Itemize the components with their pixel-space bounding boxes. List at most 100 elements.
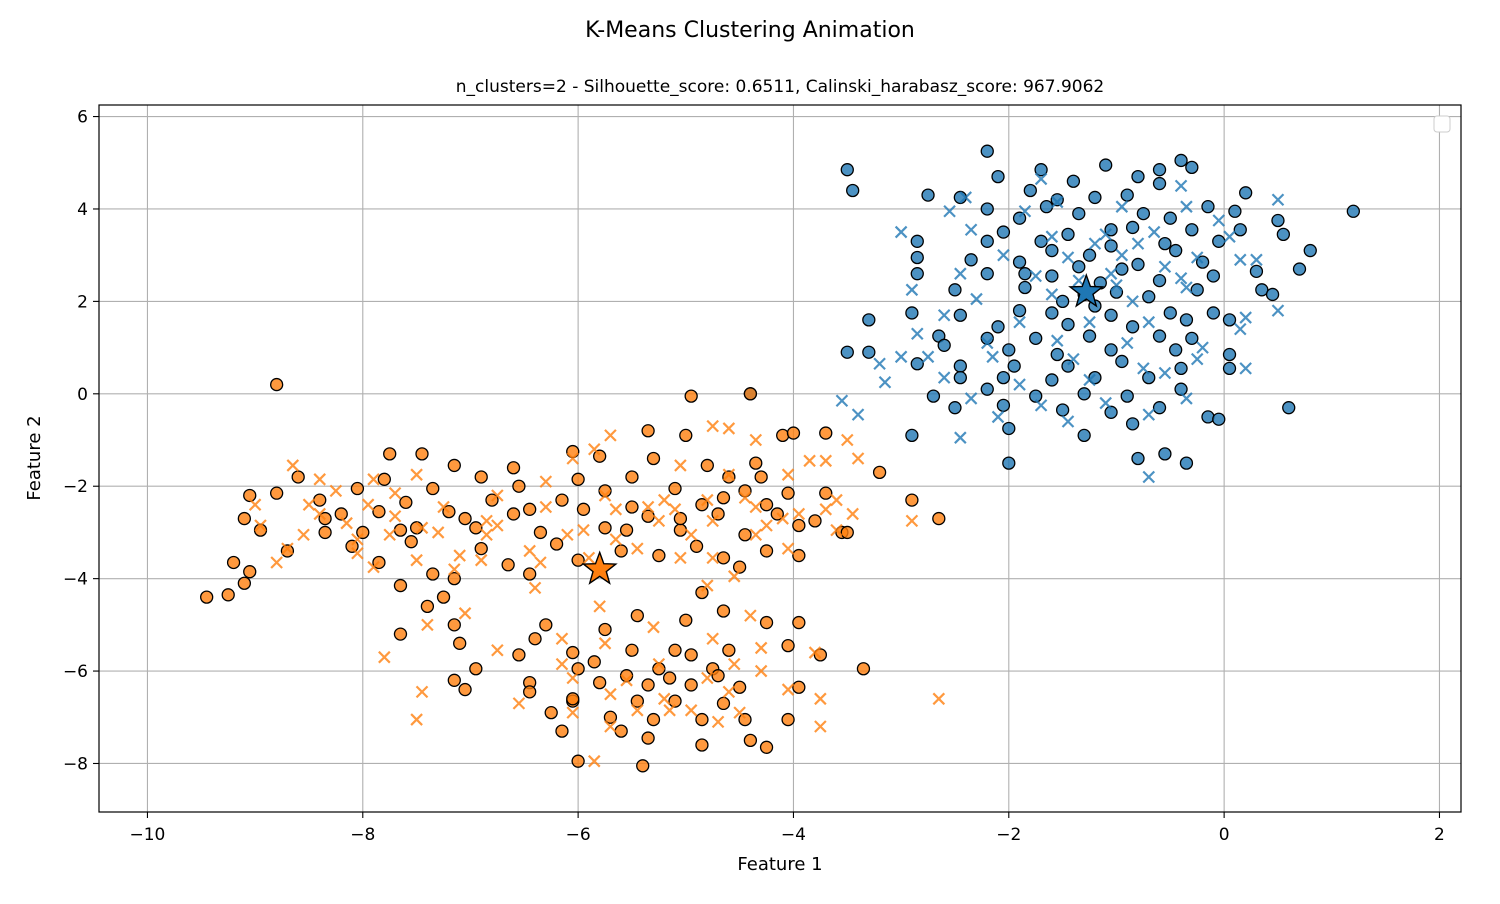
cluster-1-x-point [491,519,504,532]
cluster-1-point [641,424,655,438]
cluster-1-x-point [598,637,612,650]
cluster-1-point [732,560,747,574]
cluster-1-point [280,544,295,558]
cluster-1-point [576,502,591,516]
cluster-1-point [447,571,461,586]
chart-title: n_clusters=2 - Silhouette_score: 0.6511,… [456,77,1104,97]
cluster-0-x-point [1239,362,1252,375]
cluster-1-point [447,618,461,632]
cluster-0-point [980,144,994,158]
cluster-1-x-point [631,704,644,717]
cluster-0-x-point [878,375,892,389]
cluster-1-x-point [598,489,612,502]
cluster-0-point [953,308,967,322]
cluster-1-x-point [722,468,736,481]
cluster-1-x-point [248,498,262,511]
cluster-1-point [711,669,725,683]
cluster-1-point [469,521,483,535]
cluster-1-x-point [792,507,806,521]
cluster-1-point [673,511,688,526]
cluster-1-x-point [905,514,919,528]
cluster-1-x-point [480,514,493,528]
cluster-0-point [1190,283,1204,297]
cluster-1-x-point [663,704,676,717]
cluster-1-point [566,692,580,706]
cluster-0-point [1185,223,1199,237]
cluster-0-point [980,382,994,396]
cluster-1-x-point [657,692,671,706]
cluster-1-x-point [657,493,671,507]
y-tick-label: 4 [77,200,88,220]
cluster-0-point [964,253,978,267]
cluster-1-x-point [668,503,682,516]
cluster-0-point [1104,239,1118,253]
cluster-0-point [1099,158,1113,172]
cluster-0-point [991,169,1005,184]
cluster-0-point [910,250,924,265]
cluster-1-x-point [383,528,396,542]
cluster-0-point [1034,234,1048,248]
cluster-1-x-point [604,720,617,733]
y-tick-label: −6 [63,662,88,682]
cluster-1-x-point [388,486,402,500]
cluster-1-point [512,648,526,662]
cluster-0-point [910,234,924,248]
cluster-1-x-point [749,528,763,542]
cluster-1-point [598,521,612,535]
cluster-1-point [646,712,661,727]
cluster-1-x-point [577,523,590,537]
cluster-1-point [722,643,736,657]
centroid-1-star [581,550,618,585]
cluster-0-point [1228,204,1242,218]
cluster-1-x-point [711,715,725,729]
cluster-1-point [544,706,558,720]
cluster-0-point [1185,160,1199,175]
cluster-1-point [716,491,731,505]
cluster-1-point [679,613,693,627]
cluster-0-point [1045,373,1059,387]
cluster-0-x-point [1271,304,1285,317]
cluster-0-point [1023,183,1037,198]
cluster-0-point [1077,428,1091,443]
cluster-0-x-point [1034,399,1048,412]
cluster-0-point [980,202,994,216]
cluster-1-point [383,447,397,461]
cluster-1-point [700,458,714,473]
cluster-1-x-point [528,581,542,595]
cluster-1-point [458,682,472,697]
cluster-1-x-point [421,618,434,632]
cluster-1-point [932,511,946,526]
cluster-0-point [1055,294,1070,309]
cluster-1-point [684,389,698,403]
y-tick-label: −8 [63,754,88,774]
cluster-0-point [937,338,951,352]
cluster-0-x-point [905,283,919,297]
cluster-1-point [555,724,569,738]
cluster-1-point [743,733,758,748]
cluster-0-point [1265,287,1280,302]
cluster-0-x-point [1018,205,1032,218]
cluster-1-x-point [270,556,283,569]
cluster-0-point [1125,220,1140,235]
cluster-1-x-point [744,609,757,622]
cluster-1-point [372,504,386,519]
cluster-0-point [1303,243,1317,258]
cluster-0-point [953,359,967,373]
cluster-0-x-point [937,371,951,384]
cluster-1-point [270,486,284,500]
cluster-1-x-point [760,519,773,532]
cluster-1-point [237,511,252,526]
cluster-1-point [539,618,553,632]
cluster-0-point [980,267,994,281]
cluster-1-x-point [367,560,380,574]
cluster-1-point [673,523,688,537]
cluster-0-x-point [835,394,849,408]
cluster-1-x-point [819,454,833,468]
cluster-0-x-point [997,248,1010,262]
centroid-0-star [1068,273,1105,308]
cluster-1-point [598,622,612,637]
cluster-1-x-point [367,473,380,486]
cluster-0-x-point [1158,260,1172,274]
cluster-0-point [1169,243,1183,258]
